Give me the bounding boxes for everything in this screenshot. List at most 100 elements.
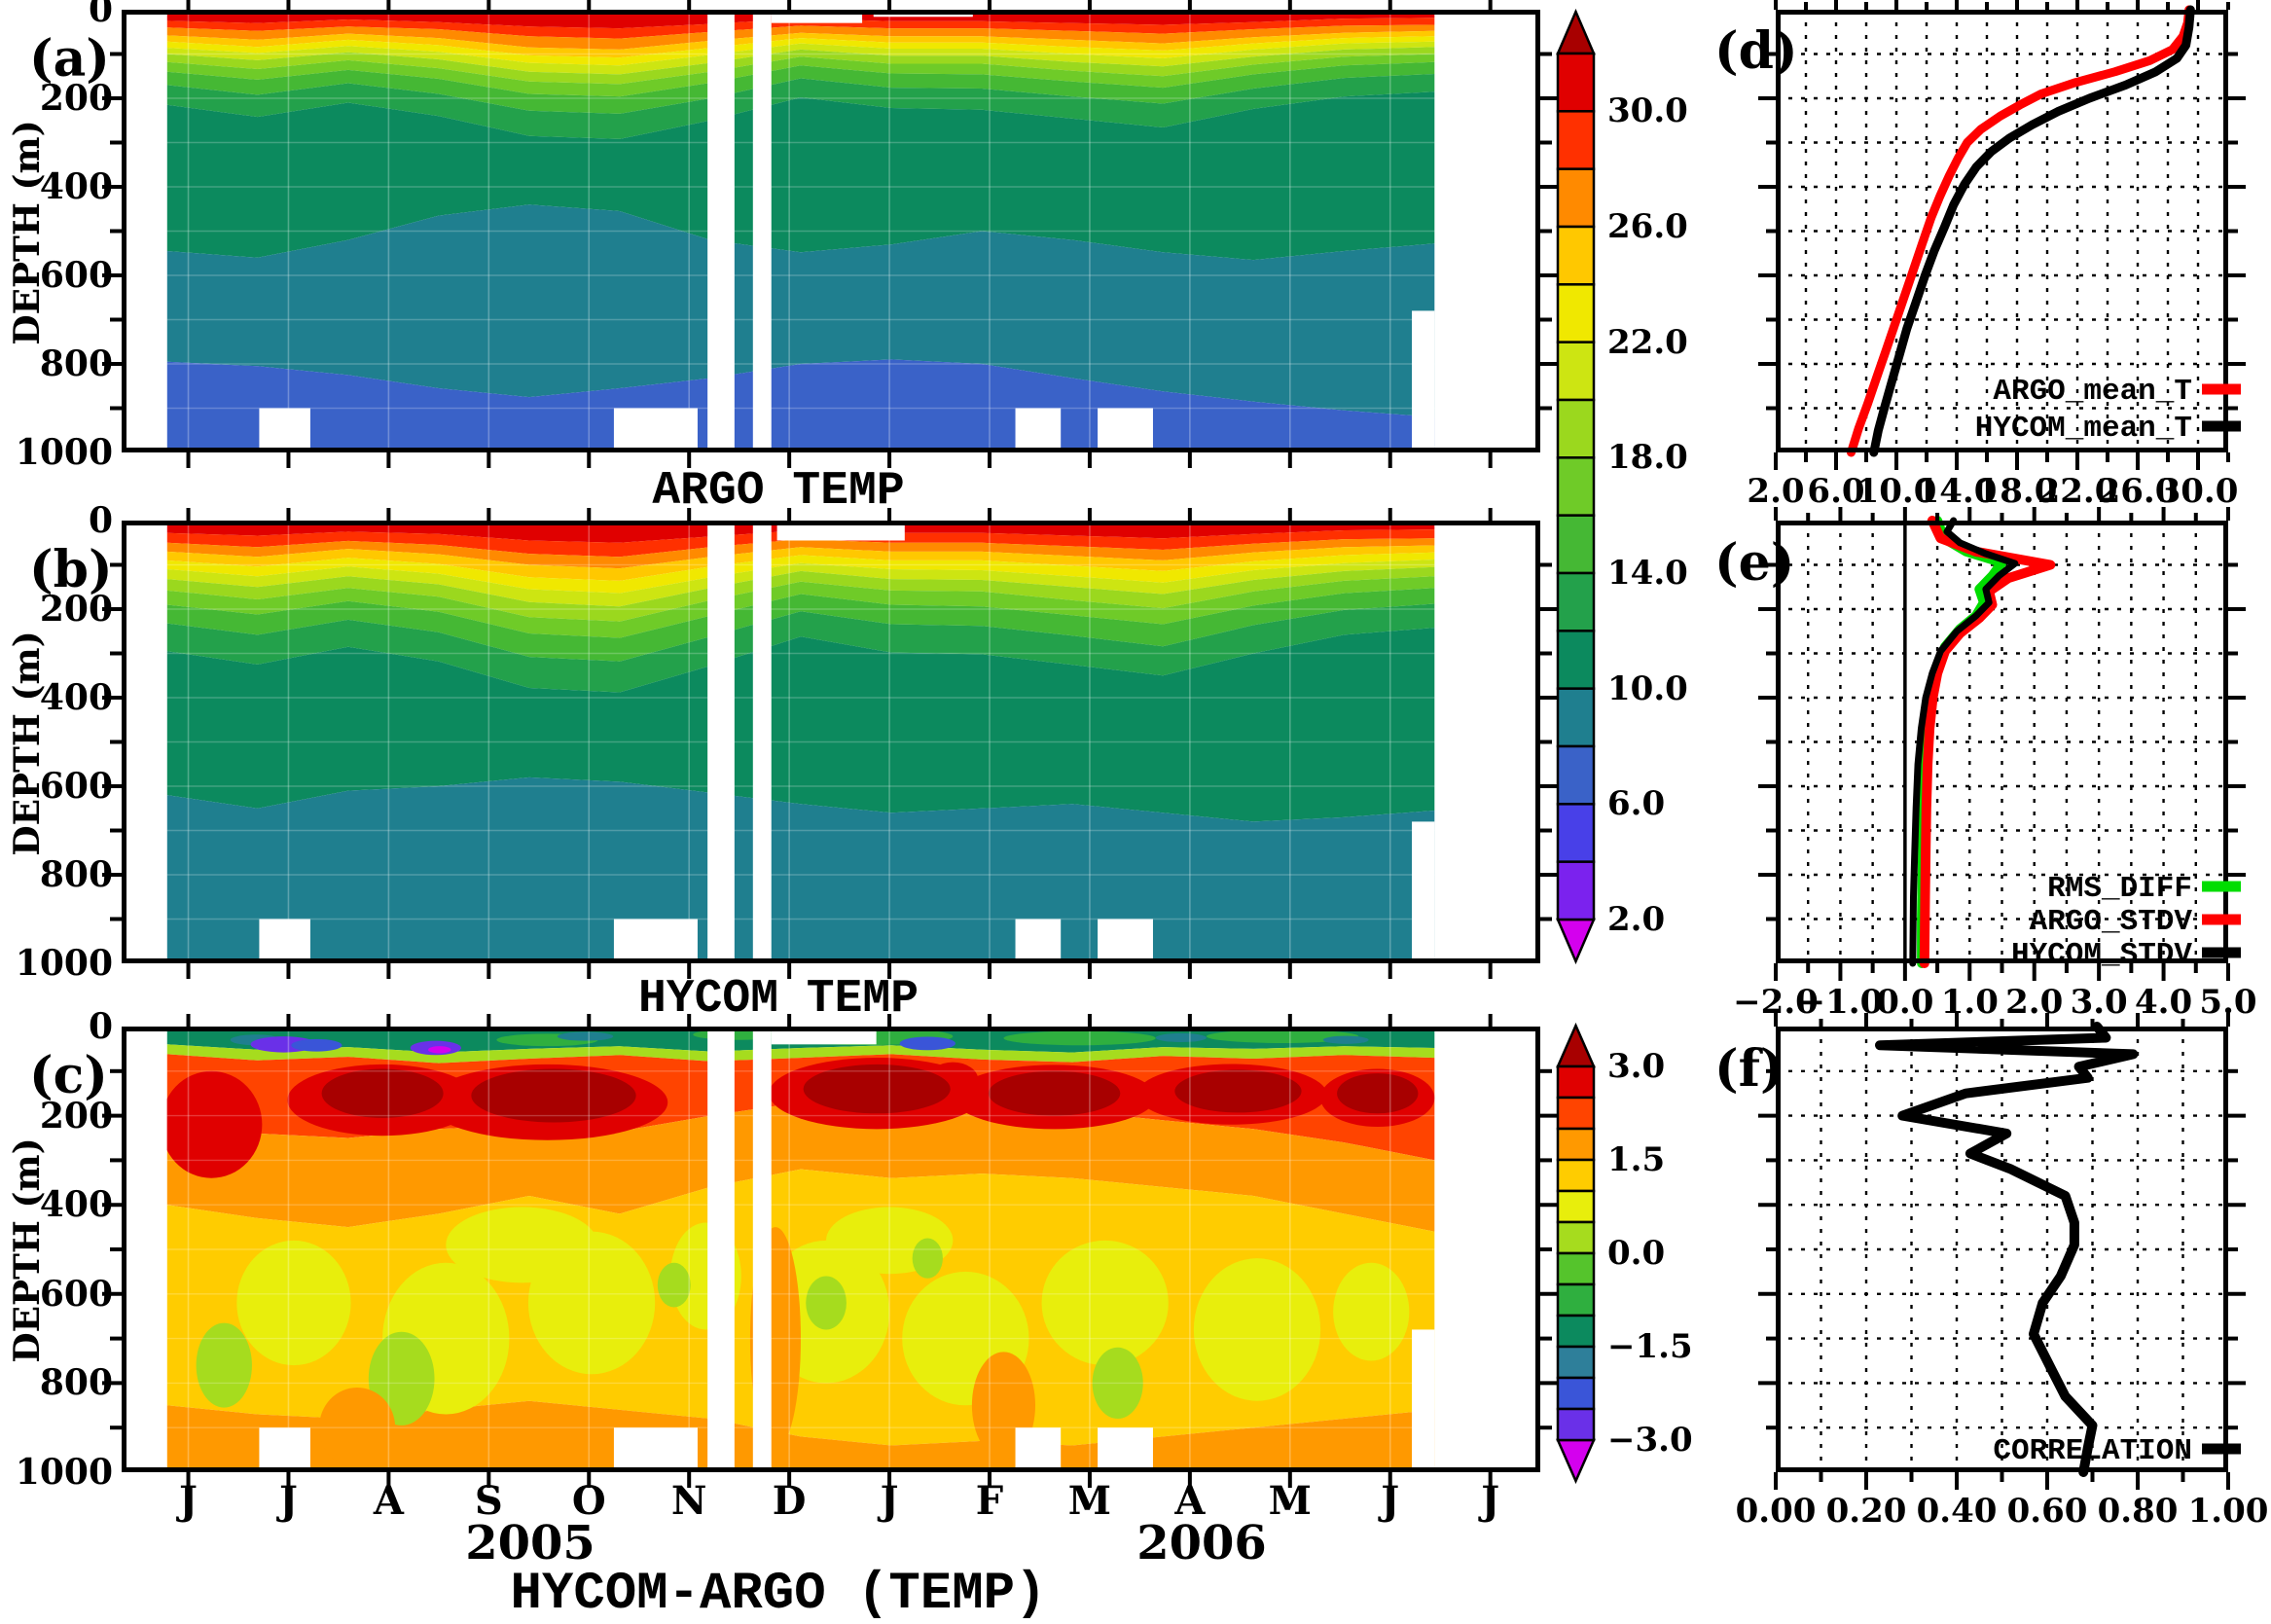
depth-tick-b-0: 0 (88, 500, 113, 541)
colorbar-temp-label-2.0: 2.0 (1607, 900, 1666, 939)
panel-d-letter: (d) (1714, 21, 1798, 81)
xtick-d-1: 6.0 (1807, 472, 1865, 511)
colorbar-arrow-top (1556, 1022, 1596, 1068)
colorbar-diff-box-10 (1556, 1376, 1596, 1411)
panel-a-letter: (a) (29, 29, 110, 89)
month-label-12: J (1381, 1478, 1400, 1524)
depth-tick-c-400: 400 (39, 1184, 113, 1226)
band-c-1 (166, 1044, 1435, 1064)
month-label-13: J (1481, 1478, 1500, 1524)
colorbar-diff-box-1 (1556, 1096, 1596, 1131)
blob-c-1 (1174, 1069, 1302, 1113)
missing-data-region (1098, 1427, 1153, 1472)
colorbar-diff-box-8 (1556, 1314, 1596, 1349)
band-a-2 (166, 24, 1435, 50)
blob-c-1 (803, 1064, 951, 1114)
blob-c-7 (1041, 1240, 1169, 1366)
colorbar-temp-box-11 (1556, 687, 1596, 748)
curve-e-HYCOM_STDV (1909, 517, 2019, 967)
blob-c-3 (1155, 1032, 1207, 1043)
xtick-f-0: 0.00 (1735, 1492, 1817, 1531)
missing-data-region (776, 521, 905, 541)
xtick-d-5: 22.0 (2037, 472, 2118, 511)
panel-b-letter: (b) (29, 540, 113, 599)
depth-tick-b-200: 200 (39, 589, 113, 630)
colorbar-temp-box-10 (1556, 630, 1596, 690)
blob-c-7 (446, 1207, 598, 1283)
colorbar-temp-box-3 (1556, 225, 1596, 286)
colorbar-temp-box-12 (1556, 744, 1596, 806)
colorbar-temp-label-22.0: 22.0 (1607, 322, 1688, 362)
colorbar-temp-box-13 (1556, 803, 1596, 863)
blob-c-0 (161, 1070, 263, 1178)
missing-data-region (752, 10, 772, 452)
colorbar-temp-box-1 (1556, 110, 1596, 170)
colorbar-temp-box-2 (1556, 167, 1596, 229)
xtick-f-5: 1.00 (2187, 1492, 2269, 1531)
xtick-e-3: 1.0 (1940, 983, 1999, 1022)
panel-f-letter: (f) (1714, 1039, 1784, 1099)
band-a-8 (166, 61, 1435, 114)
colorbar-diff-label-−1.5: −1.5 (1607, 1327, 1693, 1366)
band-c-3 (166, 1101, 1435, 1232)
month-label-11: M (1268, 1478, 1312, 1524)
band-a-6 (166, 47, 1435, 85)
band-a-9 (166, 74, 1435, 139)
xtick-f-1: 0.20 (1825, 1492, 1907, 1531)
colorbar-diff-label-0.0: 0.0 (1607, 1234, 1666, 1273)
month-label-5: N (670, 1478, 707, 1524)
band-a-4 (166, 36, 1435, 66)
blob-c-7 (1333, 1262, 1410, 1361)
missing-data-region (259, 408, 310, 452)
missing-data-region (1015, 919, 1062, 963)
blob-c-9 (318, 1387, 396, 1468)
blob-c-7 (236, 1240, 351, 1366)
blob-c-8 (1092, 1347, 1143, 1420)
band-a-7 (166, 54, 1435, 97)
colorbar-temp-box-9 (1556, 571, 1596, 632)
xtick-e-7: 5.0 (2199, 983, 2257, 1022)
colorbar-diff-box-2 (1556, 1127, 1596, 1162)
xtick-d-4: 18.0 (1976, 472, 2058, 511)
colorbar-arrow-top (1556, 8, 1596, 55)
colorbar-diff-box-11 (1556, 1407, 1596, 1442)
month-label-7: J (880, 1478, 899, 1524)
depth-tick-c-0: 0 (88, 1006, 113, 1047)
blob-c-8 (196, 1322, 252, 1408)
colorbar-diff-box-3 (1556, 1158, 1596, 1193)
xtick-f-4: 0.80 (2097, 1492, 2179, 1531)
band-a-3 (166, 30, 1435, 58)
missing-data-region (122, 10, 167, 452)
panel-e-letter: (e) (1714, 533, 1795, 593)
xtick-d-7: 30.0 (2157, 472, 2239, 511)
month-label-4: O (571, 1478, 606, 1524)
xtick-e-2: 0.0 (1876, 983, 1934, 1022)
depth-tick-c-1000: 1000 (15, 1452, 113, 1493)
colorbar-temp-box-7 (1556, 456, 1596, 517)
colorbar-temp-label-6.0: 6.0 (1607, 784, 1666, 824)
missing-data-region (1412, 821, 1435, 963)
blob-c-8 (806, 1276, 847, 1330)
year-label-2006: 2006 (1136, 1516, 1267, 1570)
profile-panel-f: CORRELATION (1758, 1013, 2246, 1490)
legend-label-d-0: ARGO_mean_T (1993, 375, 2192, 409)
xtick-e-6: 4.0 (2134, 983, 2193, 1022)
colorbar-diff-box-9 (1556, 1345, 1596, 1380)
contour-panel-a (102, 0, 1560, 468)
depth-tick-c-200: 200 (39, 1095, 113, 1137)
colorbar-diff-box-0 (1556, 1065, 1596, 1100)
month-label-10: A (1174, 1478, 1206, 1524)
colorbar-temp-label-18.0: 18.0 (1607, 438, 1688, 478)
band-b-4 (166, 552, 1435, 594)
year-label-2005: 2005 (465, 1516, 595, 1570)
blob-c-1 (471, 1068, 636, 1123)
missing-data-region (752, 1027, 772, 1472)
colorbar-diff-label-3.0: 3.0 (1607, 1047, 1666, 1086)
colorbar-diff-box-6 (1556, 1251, 1596, 1286)
missing-data-region (1434, 10, 1540, 452)
contour-panel-b (102, 508, 1560, 979)
month-label-1: J (278, 1478, 298, 1524)
missing-data-region (707, 1027, 735, 1472)
blob-c-2 (1206, 1029, 1359, 1043)
blob-c-1 (321, 1068, 444, 1118)
